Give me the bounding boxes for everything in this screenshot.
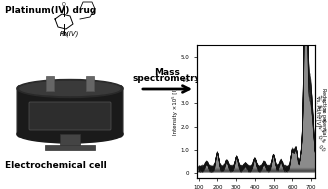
Text: -1.2: -1.2 — [316, 124, 326, 134]
Text: O: O — [86, 0, 90, 1]
Text: -3.0: -3.0 — [316, 94, 326, 104]
Text: Platinum(IV) drug: Platinum(IV) drug — [5, 6, 96, 15]
Bar — [60, 134, 80, 146]
Y-axis label: Intensity ×10⁵ [I]: Intensity ×10⁵ [I] — [172, 88, 178, 135]
Text: 0.0: 0.0 — [317, 145, 326, 153]
Bar — [46, 75, 54, 91]
Text: Electrochemical cell: Electrochemical cell — [5, 161, 107, 170]
Bar — [86, 75, 94, 91]
Text: H₂N: H₂N — [59, 32, 69, 37]
Y-axis label: Reduction potential
vs. Pd/H₂ [V]: Reduction potential vs. Pd/H₂ [V] — [315, 88, 326, 136]
Text: -2.4: -2.4 — [316, 104, 326, 114]
Ellipse shape — [17, 80, 123, 98]
Bar — [45, 145, 95, 150]
Text: Mass: Mass — [154, 68, 180, 77]
Ellipse shape — [20, 81, 120, 95]
FancyBboxPatch shape — [29, 102, 111, 130]
Text: spectrometry: spectrometry — [133, 74, 201, 83]
FancyArrowPatch shape — [143, 86, 189, 92]
Text: Pt(IV): Pt(IV) — [60, 31, 80, 37]
FancyBboxPatch shape — [17, 85, 123, 137]
Text: -0.6: -0.6 — [316, 134, 326, 144]
Text: -1.8: -1.8 — [316, 114, 326, 124]
Text: O: O — [62, 2, 66, 7]
Bar — [20, 88, 120, 134]
Ellipse shape — [17, 125, 123, 143]
